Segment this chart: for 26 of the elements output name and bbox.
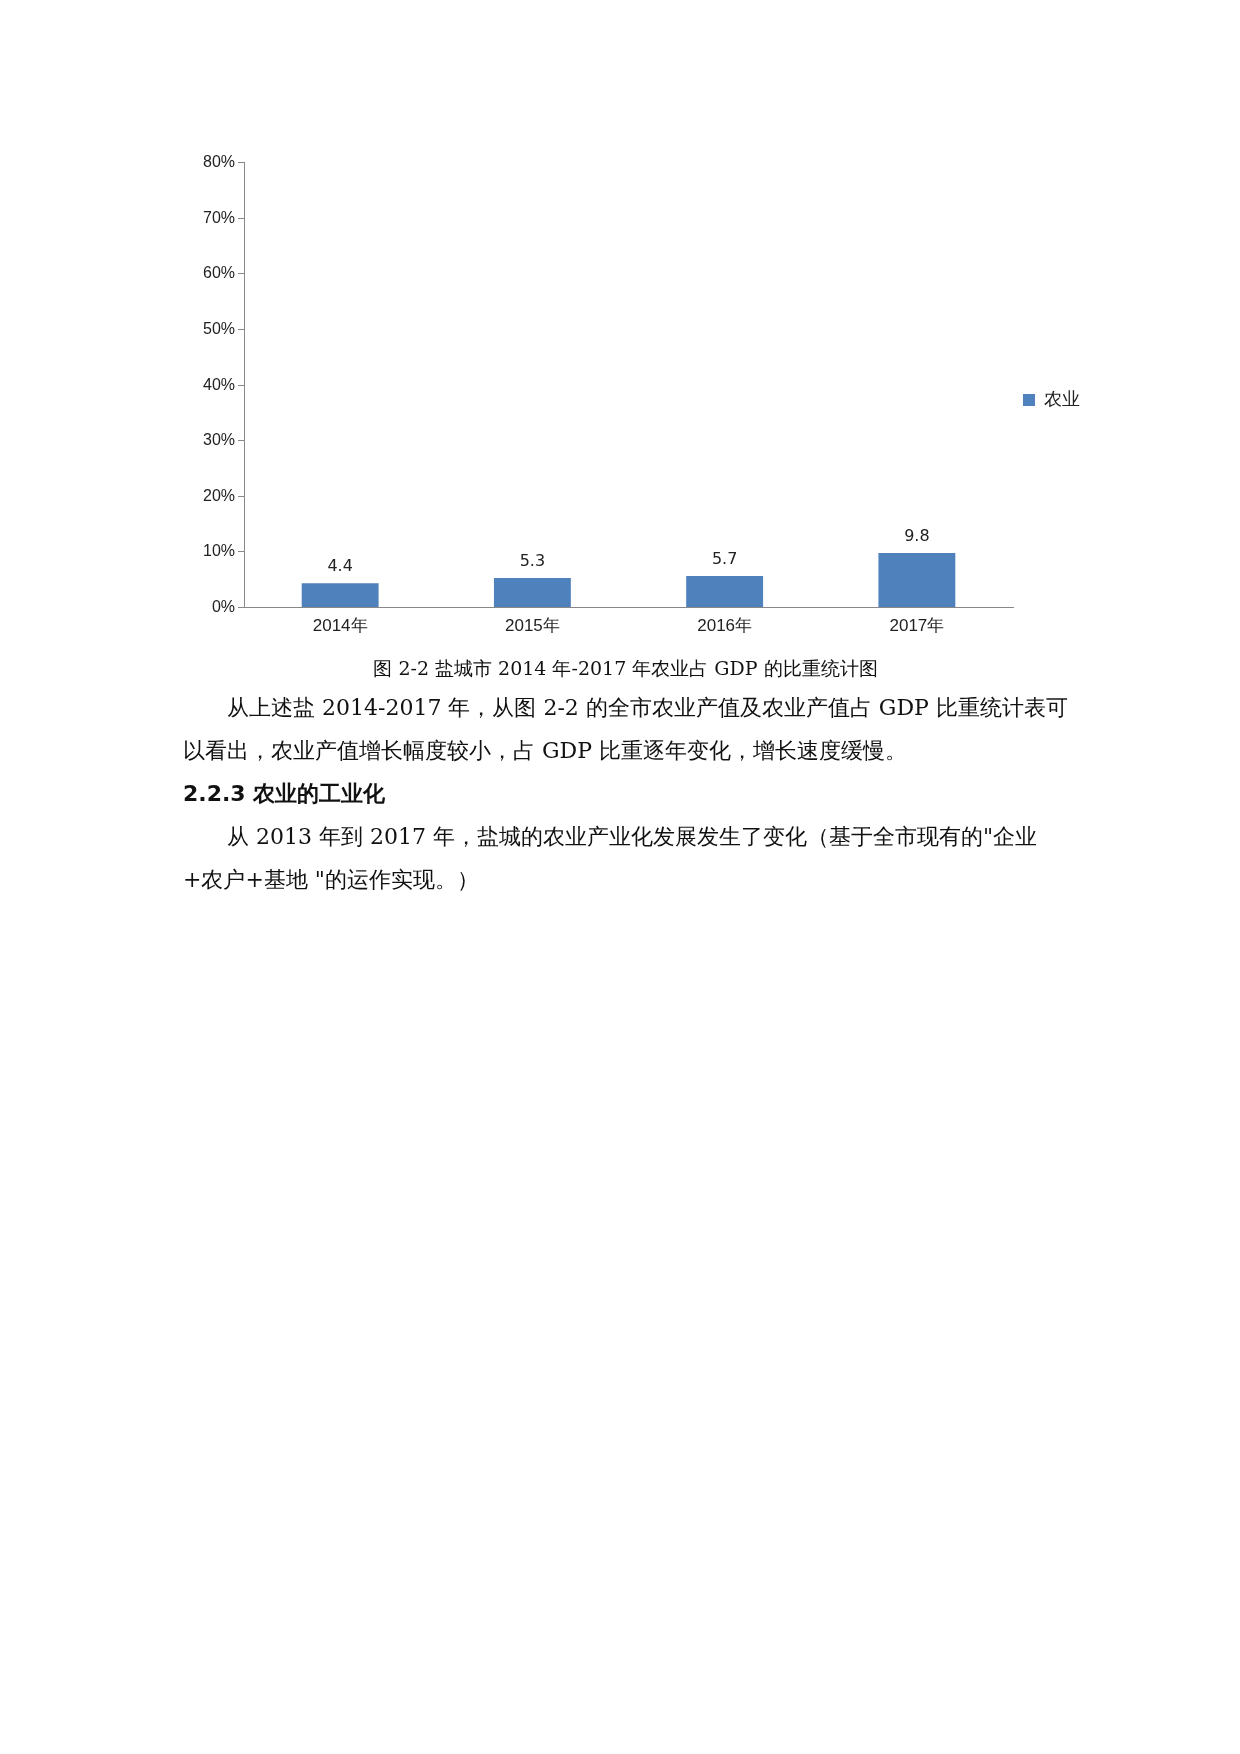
y-tick-label: 20% — [202, 486, 236, 504]
data-label: 9.8 — [904, 526, 930, 546]
data-label: 5.7 — [711, 549, 738, 569]
text: 从 2013 年到 2017 年，盐城的农业产业化发展发生了变化（基于全市现有的"企业+农户+基地 "的运作实现。） — [183, 823, 1039, 894]
y-tick-label: 40% — [202, 375, 236, 393]
y-tick-label: 60% — [202, 264, 236, 282]
y-tick-label: 70% — [202, 208, 236, 226]
y-tick-label: 80% — [202, 153, 236, 171]
x-tick-label: 2014年 — [312, 616, 368, 636]
bar — [301, 583, 379, 608]
text: 2.2.3 农业的工业化 — [183, 780, 387, 808]
y-tick-label: 50% — [202, 319, 236, 337]
text: 从上述盐 2014-2017 年，从图 2-2 的全市农业产值及农业产值占 GDP 比重统计表可以看出，农业产值增长幅度较小，占 GDP 比重逐年变化，增长速度缓慢。 — [183, 694, 1068, 765]
caption: 图 2-2 盐城市 2014 年-2017 年农业占 GDP 的比重统计图 — [372, 656, 879, 681]
data-label: 5.3 — [519, 551, 546, 571]
x-tick-label: 2015年 — [504, 616, 560, 636]
data-label: 4.4 — [327, 556, 353, 576]
bar — [686, 575, 764, 608]
legend-label: 农业 — [1044, 388, 1080, 409]
y-tick-label: 30% — [202, 431, 236, 449]
x-tick-label: 2017年 — [889, 616, 945, 636]
y-tick-label: 0% — [211, 598, 236, 616]
y-tick-label: 10% — [202, 542, 236, 560]
bar — [878, 553, 956, 608]
x-tick-label: 2016年 — [697, 616, 753, 636]
bar — [493, 578, 571, 608]
